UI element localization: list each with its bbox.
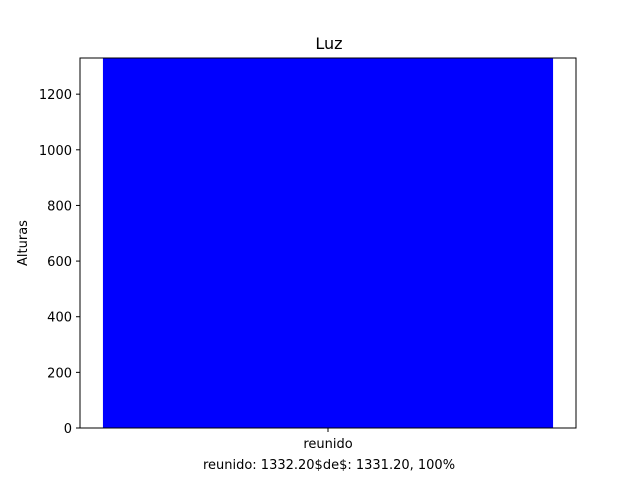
x-tick-label: reunido [303,437,352,452]
chart-title: Luz [315,34,342,53]
y-axis-label: Alturas [16,220,31,266]
y-tick-label: 1200 [39,88,72,103]
bar-reunido [102,58,554,428]
y-tick-label: 0 [64,422,72,437]
y-tick-label: 1000 [39,144,72,159]
y-tick-label: 600 [47,255,72,270]
x-ticks-layer: reunido [303,428,353,452]
y-tick-label: 200 [47,366,72,381]
y-ticks-layer: 0 200 400 600 800 1000 1200 [39,88,80,437]
y-tick-label: 800 [47,199,72,214]
plot-frame [79,57,577,429]
y-tick-label: 400 [47,311,72,326]
chart-caption: reunido: 1332.20$de$: 1331.20, 100% [203,458,455,473]
bars-layer [102,58,554,428]
